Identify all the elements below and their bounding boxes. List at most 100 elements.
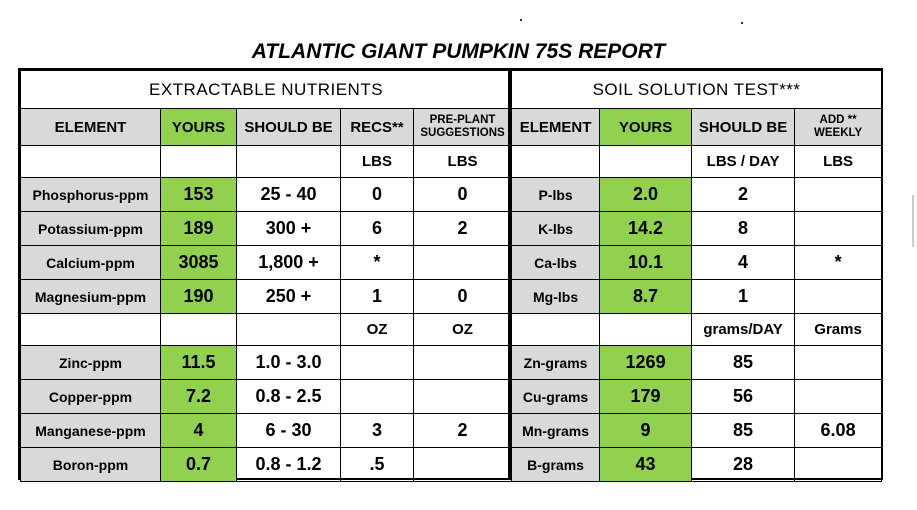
cell-should-be: 1.0 - 3.0: [236, 345, 341, 380]
col-soil-element: ELEMENT: [511, 108, 601, 146]
cell-soil-element: B-grams: [511, 447, 601, 482]
cell-soil-element: Mg-lbs: [511, 279, 601, 314]
cell-add-weekly: [794, 211, 883, 246]
cell-soil-element: Cu-grams: [511, 379, 601, 414]
cell-soil-yours: 8.7: [599, 279, 693, 314]
nutrient-table: EXTRACTABLE NUTRIENTS SOIL SOLUTION TEST…: [19, 70, 883, 482]
cell-preplant: [412, 379, 513, 414]
table-row: Potassium-ppm 189 300 +6 2 K-lbs 14.2 8: [20, 211, 883, 246]
cell-add-weekly: [794, 447, 883, 482]
section-soil-solution-test: SOIL SOLUTION TEST***: [511, 70, 883, 109]
section-extractable-nutrients: EXTRACTABLE NUTRIENTS: [19, 70, 513, 109]
cell-should-be: 250 +: [236, 279, 341, 314]
cell-element: Magnesium-ppm: [20, 279, 161, 314]
col-element: ELEMENT: [20, 108, 161, 146]
cell-recs: *: [340, 245, 414, 280]
cell-preplant: [412, 447, 513, 482]
cell-recs: [340, 345, 414, 380]
col-add-line1: ADD **: [819, 114, 857, 126]
units-blank: [236, 313, 341, 346]
cell-should-be: 0.8 - 2.5: [236, 379, 341, 414]
col-soil-should-be: SHOULD BE: [691, 108, 796, 146]
report-title: ATLANTIC GIANT PUMPKIN 75S REPORT: [251, 40, 666, 63]
major-nutrients-body: Phosphorus-ppm 153 25 - 40 0 0 P-lbs 2.0 2 Potas…: [20, 177, 883, 314]
col-add-weekly: ADD ** WEEKLY: [794, 108, 883, 146]
cell-element: Potassium-ppm: [20, 211, 161, 246]
cell-add-weekly: [794, 177, 883, 212]
cell-should-be: 300 +: [236, 211, 341, 246]
units-blank: [160, 145, 237, 178]
cell-element: Copper-ppm: [20, 379, 161, 414]
cell-recs: 0: [340, 177, 414, 212]
cell-yours: 7.2: [160, 379, 237, 414]
units-recs: OZ: [340, 313, 414, 346]
cell-element: Calcium-ppm: [20, 245, 161, 280]
cell-preplant: [412, 345, 513, 380]
cell-should-be: 6 - 30: [236, 413, 341, 448]
cell-yours: 11.5: [160, 345, 237, 380]
cell-soil-should-be: 56: [691, 379, 796, 414]
cell-recs: 6: [340, 211, 414, 246]
cell-soil-yours: 14.2: [599, 211, 693, 246]
table-row: Zinc-ppm 11.5 1.0 - 3.0 Zn-grams 1269 85: [20, 345, 883, 380]
section-header-row: EXTRACTABLE NUTRIENTS SOIL SOLUTION TEST…: [19, 70, 883, 109]
column-header-row: ELEMENT YOURS SHOULD BE RECS** PRE-PLANT…: [20, 108, 883, 146]
speck-dot: [741, 22, 743, 24]
cell-soil-yours: 179: [599, 379, 693, 414]
cell-add-weekly: [794, 279, 883, 314]
cell-preplant: 0: [412, 177, 513, 212]
cell-soil-element: Zn-grams: [511, 345, 601, 380]
cell-soil-yours: 9: [599, 413, 693, 448]
units-blank: [236, 145, 341, 178]
units-blank: [511, 313, 601, 346]
units-row-oz: OZ OZ grams/DAY Grams: [20, 313, 883, 346]
cell-soil-element: K-lbs: [511, 211, 601, 246]
col-yours: YOURS: [160, 108, 237, 146]
cell-soil-element: Mn-grams: [511, 413, 601, 448]
units-blank: [511, 145, 601, 178]
units-blank: [160, 313, 237, 346]
cell-add-weekly: [794, 345, 883, 380]
units-blank: [20, 145, 161, 178]
cell-recs: [340, 379, 414, 414]
units-recs: LBS: [340, 145, 414, 178]
edge-mark: [912, 195, 914, 247]
units-blank: [599, 145, 693, 178]
cell-soil-should-be: 2: [691, 177, 796, 212]
table-row: Phosphorus-ppm 153 25 - 40 0 0 P-lbs 2.0 2: [20, 177, 883, 212]
units-blank: [20, 313, 161, 346]
col-add-line2: WEEKLY: [814, 127, 863, 139]
units-preplant: OZ: [412, 313, 513, 346]
report-table: EXTRACTABLE NUTRIENTS SOIL SOLUTION TEST…: [18, 68, 883, 482]
units-should-be: grams/DAY: [691, 313, 796, 346]
cell-element: Manganese-ppm: [20, 413, 161, 448]
cell-soil-yours: 1269: [599, 345, 693, 380]
cell-element: Zinc-ppm: [20, 345, 161, 380]
cell-preplant: 2: [412, 413, 513, 448]
units-should-be: LBS / DAY: [691, 145, 796, 178]
cell-soil-should-be: 8: [691, 211, 796, 246]
table-row: Boron-ppm 0.7 0.8 - 1.2.5 B-grams 43 28: [20, 447, 883, 482]
cell-preplant: [412, 245, 513, 280]
cell-yours: 4: [160, 413, 237, 448]
cell-preplant: 0: [412, 279, 513, 314]
units-blank: [599, 313, 693, 346]
cell-add-weekly: [794, 379, 883, 414]
cell-should-be: 1,800 +: [236, 245, 341, 280]
col-soil-yours: YOURS: [599, 108, 693, 146]
cell-soil-element: P-lbs: [511, 177, 601, 212]
cell-recs: .5: [340, 447, 414, 482]
cell-yours: 190: [160, 279, 237, 314]
col-preplant: PRE-PLANT SUGGESTIONS: [412, 108, 513, 146]
cell-soil-yours: 2.0: [599, 177, 693, 212]
col-should-be: SHOULD BE: [236, 108, 341, 146]
cell-yours: 153: [160, 177, 237, 212]
units-preplant: LBS: [412, 145, 513, 178]
table-row: Magnesium-ppm 190 250 +1 0 Mg-lbs 8.7 1: [20, 279, 883, 314]
col-preplant-line2: SUGGESTIONS: [420, 127, 505, 139]
cell-add-weekly: *: [794, 245, 883, 280]
cell-should-be: 25 - 40: [236, 177, 341, 212]
cell-preplant: 2: [412, 211, 513, 246]
table-row: Calcium-ppm 3085 1,800 + * Ca-lbs 10.1 4 *: [20, 245, 883, 280]
cell-soil-should-be: 4: [691, 245, 796, 280]
